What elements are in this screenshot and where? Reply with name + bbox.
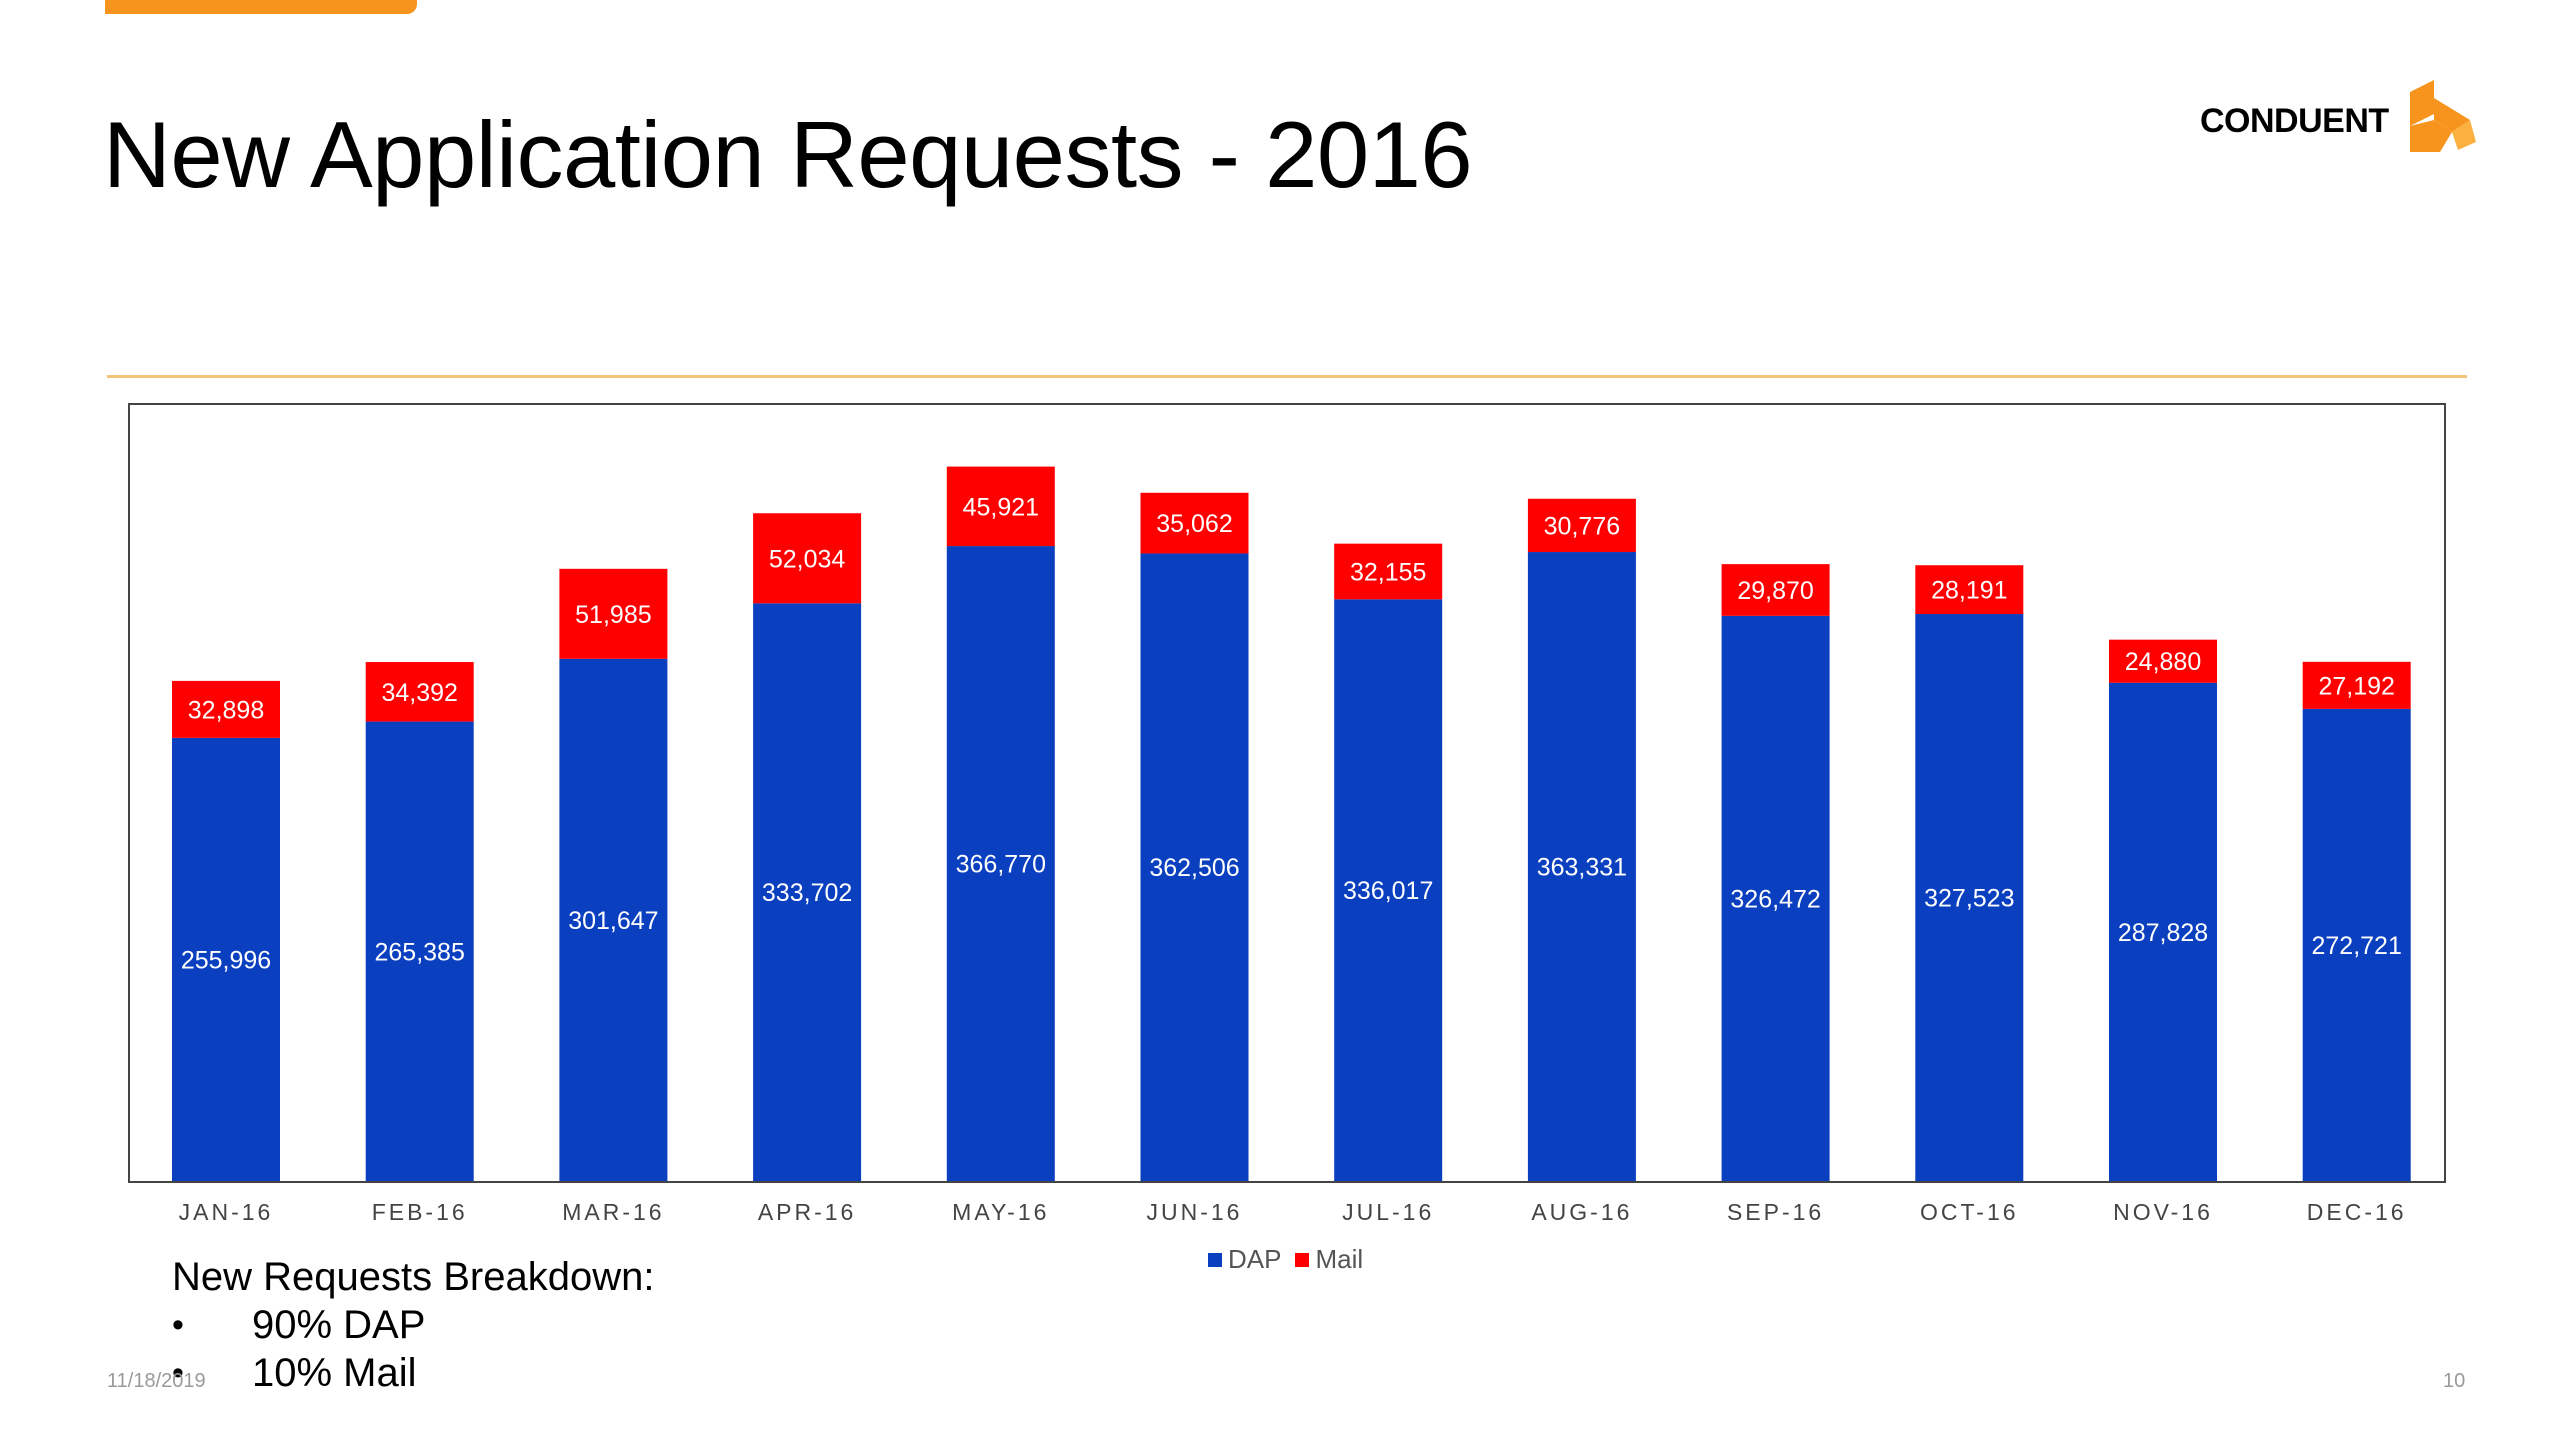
bar-dap-feb-16: [365, 721, 474, 1181]
data-label-dap-may-16: 366,770: [956, 851, 1046, 879]
data-label-mail-aug-16: 30,776: [1544, 512, 1620, 540]
bar-mail-jun-16: [1140, 492, 1249, 554]
data-label-mail-sep-16: 29,870: [1737, 577, 1813, 605]
stacked-bar-chart: 255,996 32,898 JAN-16 265,385 34,392 FEB-16 30…: [172, 466, 2411, 1225]
title-divider: [107, 375, 2467, 378]
top-accent-tab: [105, 0, 417, 14]
legend-swatch-mail: [1295, 1252, 1310, 1267]
bar-dap-jul-16: [1334, 599, 1443, 1181]
bar-mail-oct-16: [1915, 565, 2024, 615]
page-number: 10: [2443, 1370, 2466, 1392]
bar-mail-sep-16: [1721, 564, 1830, 616]
bar-dap-nov-16: [2109, 682, 2217, 1181]
x-tick-label-sep-16: SEP-16: [1727, 1199, 1824, 1225]
bar-mail-jul-16: [1334, 543, 1443, 600]
bar-mail-jan-16: [172, 680, 280, 738]
data-label-dap-oct-16: 327,523: [1924, 885, 2014, 913]
x-tick-label-may-16: MAY-16: [952, 1199, 1049, 1225]
legend-item-dap: DAP: [1208, 1244, 1281, 1275]
data-label-mail-mar-16: 51,985: [575, 601, 651, 629]
bar-mail-mar-16: [559, 568, 668, 659]
data-label-dap-mar-16: 301,647: [568, 907, 658, 935]
bar-dap-apr-16: [753, 603, 862, 1181]
breakdown-list: 90% DAP 10% Mail: [172, 1301, 654, 1397]
x-tick-label-feb-16: FEB-16: [372, 1199, 468, 1225]
data-label-dap-sep-16: 326,472: [1730, 885, 1820, 913]
x-tick-label-aug-16: AUG-16: [1531, 1199, 1632, 1225]
conduent-logo: CONDUENT: [2200, 80, 2480, 155]
data-label-mail-feb-16: 34,392: [381, 679, 457, 707]
chart-frame: [128, 403, 2446, 1183]
bar-mail-nov-16: [2109, 639, 2217, 683]
data-label-mail-jan-16: 32,898: [188, 696, 264, 724]
slide-title: New Application Requests - 2016: [103, 102, 1473, 207]
x-tick-label-jan-16: JAN-16: [179, 1199, 274, 1225]
x-tick-label-jul-16: JUL-16: [1342, 1199, 1434, 1225]
bar-mail-may-16: [946, 466, 1055, 547]
bar-dap-dec-16: [2302, 708, 2411, 1181]
data-label-dap-nov-16: 287,828: [2118, 919, 2208, 947]
legend-label-mail: Mail: [1315, 1244, 1364, 1274]
x-tick-label-dec-16: DEC-16: [2307, 1199, 2407, 1225]
conduent-mark-icon: [2410, 80, 2476, 152]
bar-mail-aug-16: [1527, 498, 1636, 553]
bar-dap-may-16: [946, 546, 1055, 1181]
data-label-mail-may-16: 45,921: [963, 493, 1039, 521]
breakdown-item-mail: 10% Mail: [172, 1349, 654, 1397]
data-label-dap-aug-16: 363,331: [1537, 854, 1627, 882]
legend-swatch-dap: [1208, 1252, 1222, 1267]
bar-mail-apr-16: [753, 513, 862, 604]
data-label-mail-apr-16: 52,034: [769, 545, 846, 573]
data-label-mail-jul-16: 32,155: [1350, 558, 1426, 586]
bar-dap-mar-16: [559, 658, 668, 1181]
legend-item-mail: Mail: [1295, 1244, 1363, 1275]
x-tick-label-nov-16: NOV-16: [2113, 1199, 2213, 1225]
data-label-mail-jun-16: 35,062: [1156, 510, 1232, 538]
bar-dap-aug-16: [1527, 552, 1636, 1181]
logo-wordmark: CONDUENT: [2200, 102, 2389, 140]
breakdown-item-dap: 90% DAP: [172, 1301, 654, 1349]
data-label-mail-nov-16: 24,880: [2125, 648, 2201, 676]
x-tick-label-jun-16: JUN-16: [1147, 1199, 1243, 1225]
bar-dap-jun-16: [1140, 553, 1249, 1181]
requests-breakdown: New Requests Breakdown: 90% DAP 10% Mail: [172, 1253, 654, 1397]
data-label-dap-apr-16: 333,702: [762, 879, 852, 907]
breakdown-title: New Requests Breakdown:: [172, 1255, 655, 1299]
data-label-dap-feb-16: 265,385: [375, 938, 465, 966]
data-label-dap-jun-16: 362,506: [1149, 854, 1239, 882]
data-label-mail-dec-16: 27,192: [2318, 672, 2394, 700]
bar-mail-feb-16: [365, 662, 474, 722]
chart-legend: DAP Mail: [1208, 1244, 1363, 1275]
bar-dap-jan-16: [172, 737, 280, 1181]
bar-dap-oct-16: [1915, 614, 2024, 1181]
data-label-mail-oct-16: 28,191: [1931, 577, 2007, 605]
x-tick-label-oct-16: OCT-16: [1920, 1199, 2019, 1225]
data-label-dap-jan-16: 255,996: [181, 946, 271, 974]
bar-dap-sep-16: [1721, 615, 1830, 1181]
footer-date: 11/18/2019: [107, 1370, 206, 1392]
x-tick-label-mar-16: MAR-16: [562, 1199, 664, 1225]
data-label-dap-jul-16: 336,017: [1343, 877, 1433, 905]
x-tick-label-apr-16: APR-16: [758, 1199, 857, 1225]
data-label-dap-dec-16: 272,721: [2312, 932, 2402, 960]
bar-mail-dec-16: [2302, 661, 2411, 709]
legend-label-dap: DAP: [1228, 1244, 1282, 1274]
